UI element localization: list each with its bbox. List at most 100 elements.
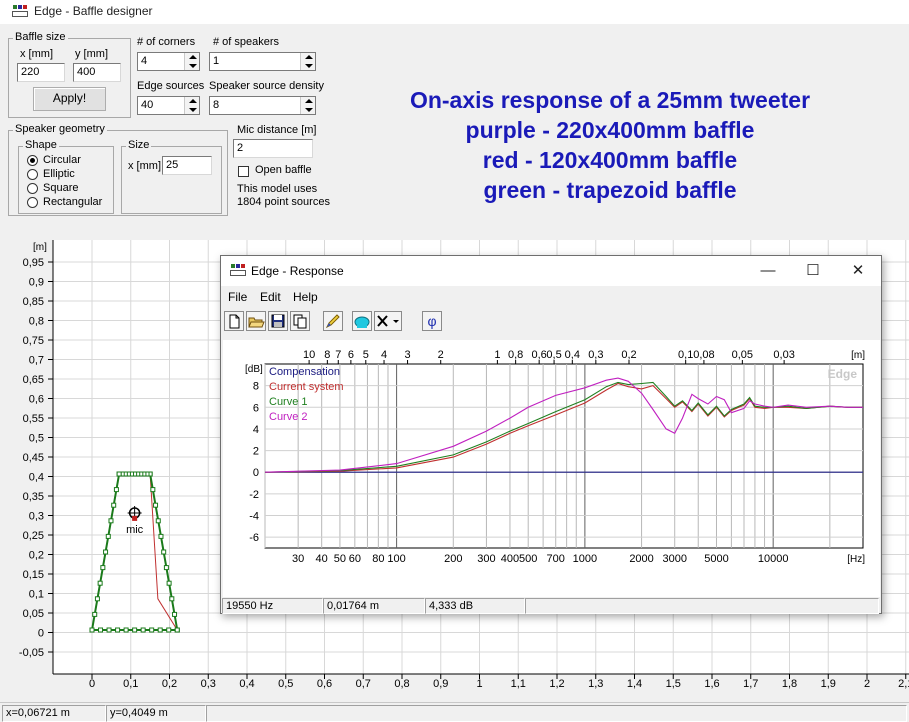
apply-button[interactable]: Apply!: [33, 87, 106, 111]
response-x-unit: [Hz]: [847, 554, 865, 565]
x-tick-label: 1,2: [549, 678, 564, 690]
app-title: Edge - Baffle designer: [34, 4, 153, 18]
response-x-tick-label: 30: [292, 553, 304, 565]
speaker-density-spin-buttons[interactable]: [300, 97, 315, 114]
close-button[interactable]: ✕: [851, 262, 865, 279]
x-tick-label: 0,9: [433, 678, 448, 690]
edge-sources-spin-buttons[interactable]: [184, 97, 199, 114]
shape-circular-radio[interactable]: [27, 155, 38, 166]
new-icon[interactable]: [224, 311, 244, 331]
response-x-tick-label: 300: [477, 553, 495, 565]
speakers-value: 1: [213, 55, 220, 67]
response-series-line: [264, 377, 863, 473]
menu-edit[interactable]: Edit: [260, 290, 281, 304]
open-icon[interactable]: [246, 311, 266, 331]
response-y-tick-label: -4: [249, 511, 259, 523]
shape-elliptic-label: Elliptic: [43, 168, 75, 180]
y-tick-label: 0,3: [29, 511, 44, 523]
y-tick-label: 0,4: [29, 472, 44, 484]
speakers-spin-buttons[interactable]: [300, 53, 315, 70]
edge-sources-spinner[interactable]: 40: [137, 96, 200, 115]
maximize-button[interactable]: ☐: [806, 262, 820, 279]
menu-help[interactable]: Help: [293, 290, 318, 304]
menu-file[interactable]: File: [228, 290, 248, 304]
secondary-baffle-edge: [149, 473, 178, 631]
pen-icon[interactable]: [323, 311, 343, 331]
baffle-y-input[interactable]: 400: [73, 63, 121, 82]
mic-label: mic: [126, 524, 144, 536]
baffle-size-legend: Baffle size: [13, 31, 68, 43]
response-top-tick-label: 2: [438, 349, 444, 361]
delete-icon[interactable]: [374, 311, 402, 331]
point-sources-info-2: 1804 point sources: [237, 196, 330, 208]
shape-square-radio[interactable]: [27, 183, 38, 194]
shape-legend: Shape: [23, 139, 59, 151]
y-tick-label: 0,6: [29, 394, 44, 406]
response-title-bar[interactable]: Edge - Response — ☐ ✕: [221, 256, 881, 286]
edge-source: [150, 487, 156, 493]
edge-source: [94, 596, 100, 602]
open-baffle-checkbox[interactable]: [238, 166, 249, 177]
phase-icon[interactable]: φ: [422, 311, 442, 331]
response-top-tick-label: 1: [494, 349, 500, 361]
response-top-unit: [m]: [851, 350, 865, 361]
speakers-spinner[interactable]: 1: [209, 52, 316, 71]
corners-spinner[interactable]: 4: [137, 52, 200, 71]
size-legend: Size: [126, 139, 152, 151]
y-tick-label: 0,95: [23, 257, 44, 269]
speaker-density-label: Speaker source density: [209, 80, 324, 92]
minimize-button[interactable]: —: [760, 262, 776, 279]
response-window[interactable]: Edge - Response — ☐ ✕ File Edit Help φ: [220, 255, 882, 614]
shape-rectangular-radio[interactable]: [27, 197, 38, 208]
edge-source: [116, 471, 122, 477]
mic-distance-input[interactable]: 2: [233, 139, 313, 158]
y-tick-label: 0,9: [29, 277, 44, 289]
annotation-line-1: On-axis response of a 25mm tweeter: [409, 87, 811, 113]
shape-elliptic-radio[interactable]: [27, 169, 38, 180]
response-plot[interactable]: 8 6 4 2 0 -2 -4 -6 [dB] 30 40 50 60 80 100 200 300 400 500…: [223, 340, 880, 597]
save-icon[interactable]: [268, 311, 288, 331]
edge-source: [106, 627, 112, 633]
corners-spin-buttons[interactable]: [184, 53, 199, 70]
x-tick-label: 1,4: [627, 678, 642, 690]
y-tick-label: 0,8: [29, 316, 44, 328]
response-status-db: 4,333 dB: [425, 598, 525, 614]
response-x-tick-label: 200: [444, 553, 462, 565]
x-tick-label: 1,6: [704, 678, 719, 690]
copy-icon[interactable]: [290, 311, 310, 331]
y-tick-label: -0,05: [19, 647, 44, 659]
edge-source: [163, 565, 169, 571]
edge-source: [89, 627, 95, 633]
response-top-tick-label: 3: [404, 349, 410, 361]
response-toolbar: φ: [221, 308, 881, 336]
baffle-size-group: Baffle size: [8, 31, 131, 118]
corners-value: 4: [141, 55, 148, 67]
response-top-tick-label: 0,4: [565, 349, 580, 361]
baffle-x-input[interactable]: 220: [17, 63, 65, 82]
response-x-tick-label: 700: [547, 553, 565, 565]
response-menu-bar: File Edit Help: [221, 286, 881, 308]
response-top-tick-label: 0,3: [588, 349, 603, 361]
response-x-tick-label: 500: [519, 553, 537, 565]
x-tick-label: 1: [476, 678, 482, 690]
response-x-tick-label: 80: [372, 553, 384, 565]
speaker-density-spinner[interactable]: 8: [209, 96, 316, 115]
baffle-x-label: x [mm]: [20, 48, 53, 60]
edge-source: [132, 627, 138, 633]
response-app-icon: [230, 264, 246, 278]
response-top-tick-label: 10: [303, 349, 315, 361]
shape-circular-label: Circular: [43, 154, 81, 166]
x-tick-label: 0: [89, 678, 95, 690]
color-icon[interactable]: [352, 311, 372, 331]
edge-sources-value: 40: [141, 99, 154, 111]
response-y-tick-label: -2: [249, 489, 259, 501]
response-top-tick-label: 7: [335, 349, 341, 361]
response-title: Edge - Response: [251, 264, 344, 278]
response-top-tick-label: 0,08: [693, 349, 714, 361]
response-legend-entry: Curve 1: [269, 396, 308, 408]
size-x-input[interactable]: 25: [162, 156, 212, 175]
x-tick-label: 1,7: [743, 678, 758, 690]
y-tick-label: 0,25: [23, 530, 44, 542]
point-sources-info-1: This model uses: [237, 183, 318, 195]
